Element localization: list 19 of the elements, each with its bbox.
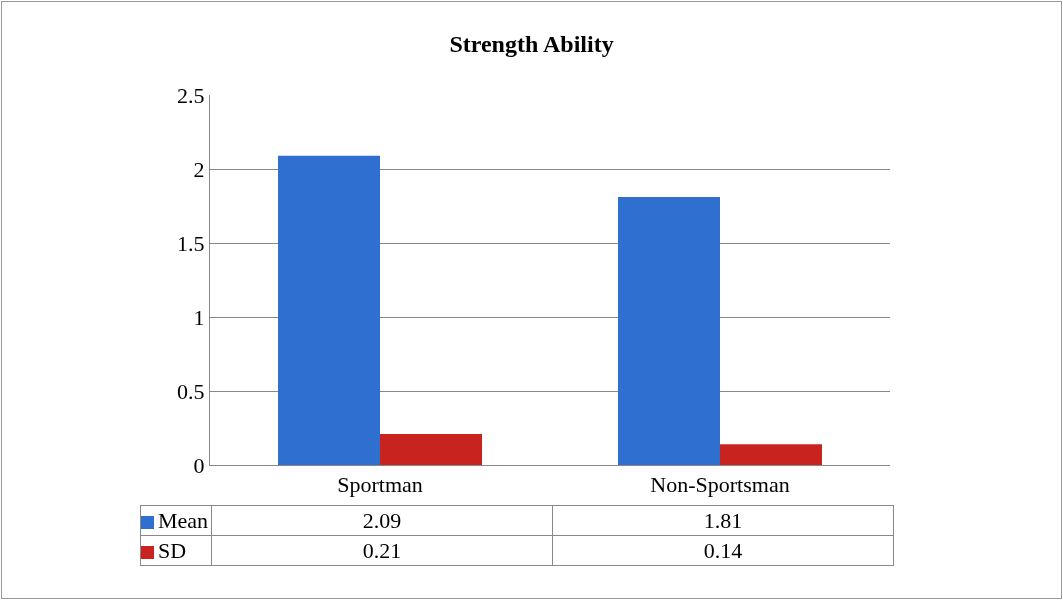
x-tick-label: Non-Sportsman xyxy=(650,472,790,498)
y-tick-label: 0 xyxy=(193,452,205,478)
bar xyxy=(278,155,380,465)
data-label: 1.81 xyxy=(552,505,894,536)
bar xyxy=(380,433,482,465)
y-tick-label: 1.5 xyxy=(177,230,205,256)
legend-label: Mean xyxy=(140,505,212,536)
y-tick-label: 0.5 xyxy=(177,378,205,404)
legend-label: SD xyxy=(140,535,212,566)
y-tick-label: 2.5 xyxy=(177,82,205,108)
x-tick-label: Sportman xyxy=(337,472,423,498)
chart-title: Strength Ability xyxy=(449,31,614,58)
y-tick-label: 2 xyxy=(193,156,205,182)
data-label: 0.14 xyxy=(552,535,894,566)
data-label: 0.21 xyxy=(211,535,553,566)
data-label: 2.09 xyxy=(211,505,553,536)
bar xyxy=(720,444,822,465)
y-tick-label: 1 xyxy=(193,304,205,330)
bar xyxy=(618,197,720,465)
